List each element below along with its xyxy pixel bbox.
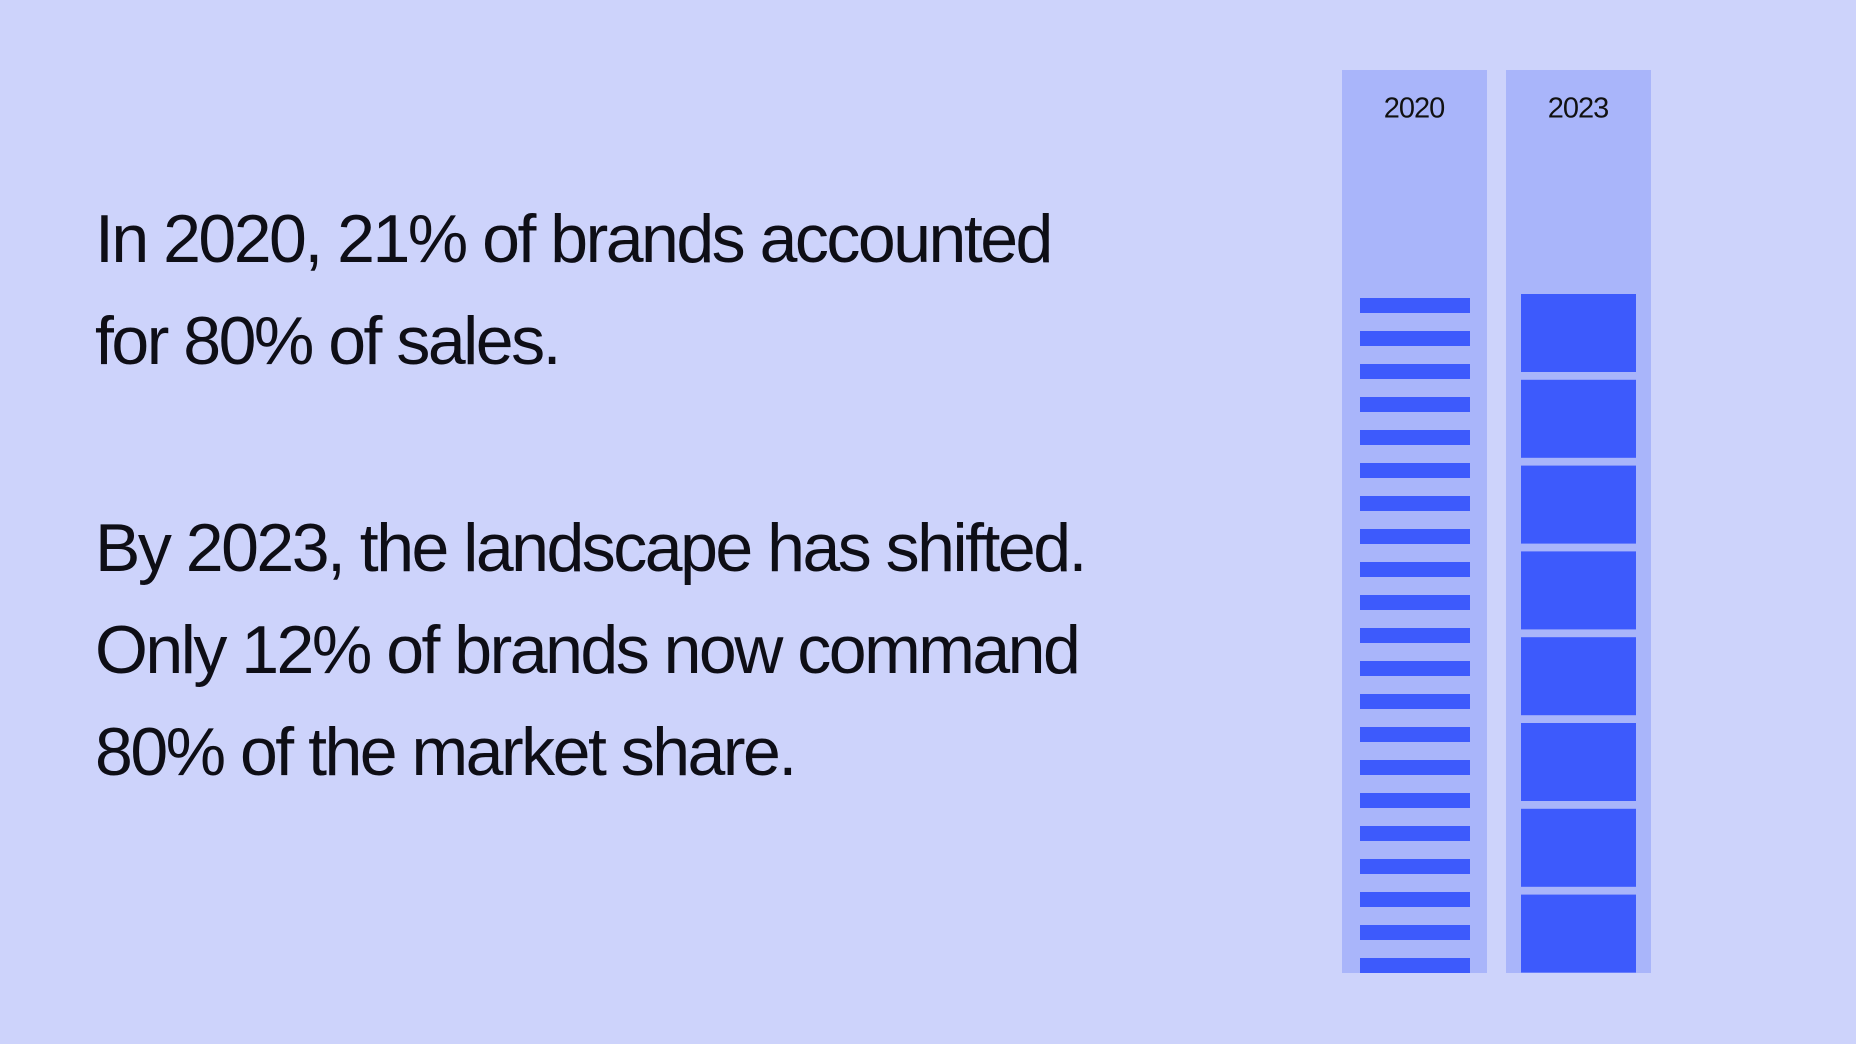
paragraph: In 2020, 21% of brands accounted for 80% … — [95, 188, 1053, 392]
column-label: 2023 — [1548, 93, 1609, 125]
text-line: In 2020, 21% of brands accounted — [95, 201, 1053, 277]
block — [1521, 551, 1636, 630]
block — [1360, 595, 1470, 610]
block — [1521, 894, 1636, 973]
column-2020 — [1342, 70, 1487, 973]
block — [1521, 808, 1636, 887]
block — [1360, 727, 1470, 742]
block — [1360, 958, 1470, 973]
block — [1360, 331, 1470, 346]
block — [1521, 379, 1636, 458]
block — [1360, 397, 1470, 412]
block — [1360, 430, 1470, 445]
block — [1360, 298, 1470, 313]
block — [1360, 892, 1470, 907]
block — [1360, 925, 1470, 940]
block — [1360, 496, 1470, 511]
block — [1360, 826, 1470, 841]
block — [1521, 294, 1636, 372]
block — [1521, 465, 1636, 544]
text-line: for 80% of sales. — [95, 303, 561, 379]
text-line: 80% of the market share. — [95, 714, 797, 790]
text-line: Only 12% of brands now command — [95, 612, 1081, 688]
text-line: By 2023, the landscape has shifted. — [95, 510, 1087, 586]
column-label: 2020 — [1384, 93, 1445, 125]
block — [1360, 364, 1470, 379]
block — [1360, 760, 1470, 775]
block — [1360, 529, 1470, 544]
block — [1360, 859, 1470, 874]
block — [1360, 628, 1470, 643]
block — [1360, 562, 1470, 577]
block — [1521, 723, 1636, 801]
paragraph: By 2023, the landscape has shifted. Only … — [95, 497, 1087, 803]
block — [1360, 463, 1470, 478]
block — [1521, 637, 1636, 716]
block — [1360, 694, 1470, 709]
block — [1360, 661, 1470, 676]
block — [1360, 793, 1470, 808]
